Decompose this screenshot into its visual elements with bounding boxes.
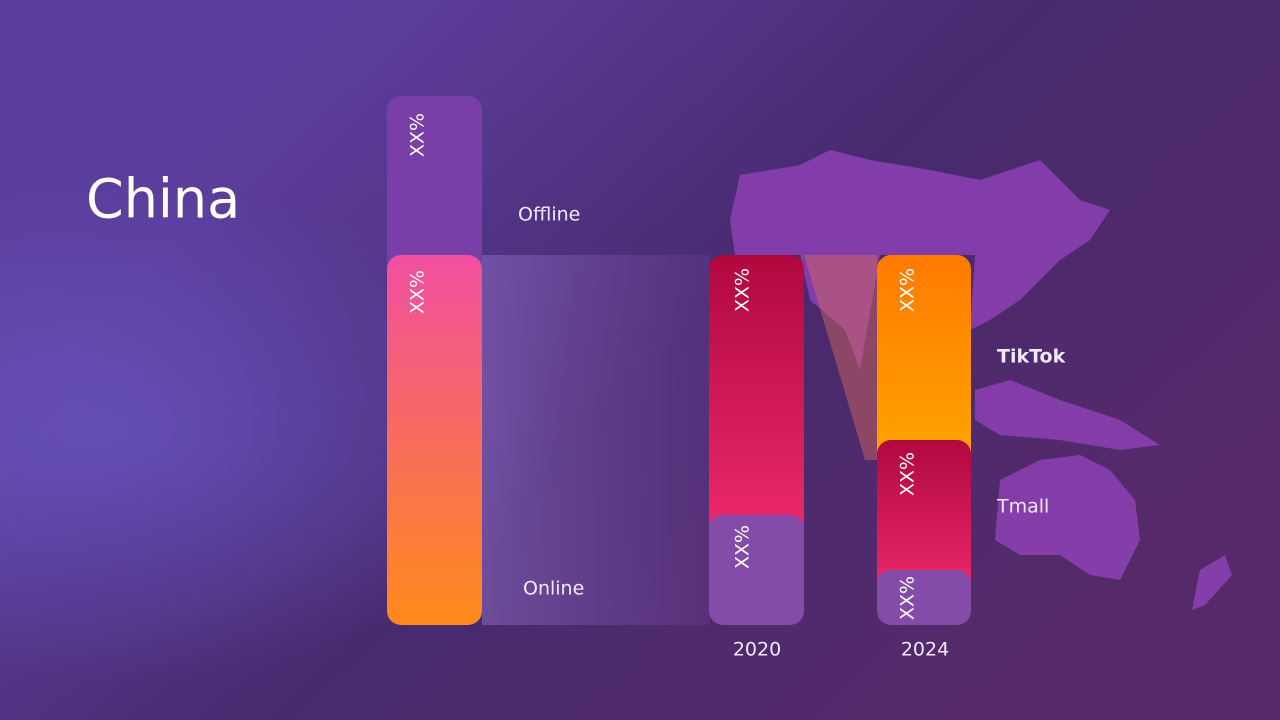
channel-label: TikTok <box>997 346 1066 368</box>
segment-label: XX% <box>407 270 429 314</box>
segment-label: XX% <box>732 525 754 569</box>
year-label: 2024 <box>901 639 949 661</box>
segment-label: XX% <box>407 113 429 157</box>
segment-label: XX% <box>897 268 919 312</box>
bar-segment <box>387 255 482 625</box>
connector <box>482 255 710 625</box>
segment-label: XX% <box>897 576 919 620</box>
bar-segment <box>709 515 804 625</box>
channel-label: Online <box>523 578 584 600</box>
bar-segment <box>877 570 971 625</box>
map <box>730 150 1232 610</box>
bar-segment <box>877 440 971 600</box>
channel-label: Tmall <box>996 496 1049 518</box>
connector <box>804 255 877 460</box>
year-label: 2020 <box>733 639 781 661</box>
channel-label: Offline <box>518 204 580 226</box>
segment-label: XX% <box>732 268 754 312</box>
title: China <box>86 168 240 231</box>
bar-segment <box>709 255 804 545</box>
bar-segment <box>877 255 971 465</box>
bar-segment <box>387 96 482 276</box>
segment-label: XX% <box>897 452 919 496</box>
